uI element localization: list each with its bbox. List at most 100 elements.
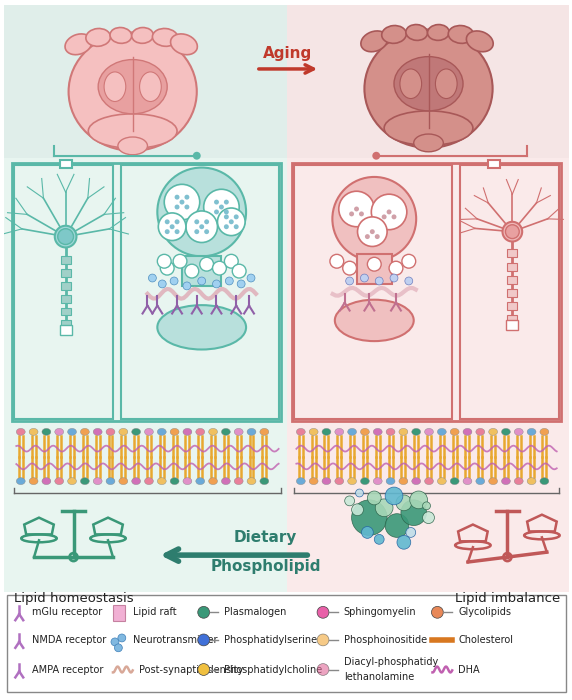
Text: Neurotransmitter: Neurotransmitter [133, 635, 217, 645]
Ellipse shape [69, 32, 197, 150]
Circle shape [317, 606, 329, 618]
Circle shape [198, 664, 209, 676]
Ellipse shape [466, 31, 493, 52]
Bar [507, 316, 517, 323]
Ellipse shape [502, 477, 510, 484]
Ellipse shape [435, 69, 457, 99]
Circle shape [111, 638, 119, 646]
Circle shape [352, 504, 363, 516]
Ellipse shape [17, 428, 25, 435]
Circle shape [343, 261, 356, 275]
Bar [61, 269, 70, 277]
Circle shape [170, 277, 178, 285]
Bar [5, 592, 569, 695]
Bar [507, 302, 517, 310]
Ellipse shape [145, 477, 153, 484]
Circle shape [401, 500, 427, 526]
Ellipse shape [65, 34, 92, 55]
Bar [287, 5, 569, 177]
Circle shape [385, 514, 409, 538]
Text: NMDA receptor: NMDA receptor [32, 635, 106, 645]
Circle shape [410, 491, 427, 509]
Ellipse shape [296, 477, 305, 484]
Ellipse shape [360, 477, 370, 484]
Ellipse shape [93, 428, 102, 435]
Bar [61, 321, 70, 328]
Circle shape [164, 184, 200, 220]
Circle shape [317, 634, 329, 646]
Ellipse shape [399, 477, 408, 484]
Text: Plasmalogen: Plasmalogen [224, 608, 287, 617]
Ellipse shape [132, 477, 141, 484]
Circle shape [359, 211, 364, 216]
Bar [287, 158, 569, 439]
Ellipse shape [360, 428, 370, 435]
Ellipse shape [106, 428, 115, 435]
Ellipse shape [145, 428, 153, 435]
Ellipse shape [209, 477, 217, 484]
Circle shape [149, 274, 156, 282]
Bar [61, 282, 70, 290]
Circle shape [506, 225, 519, 239]
Ellipse shape [247, 477, 256, 484]
Ellipse shape [55, 428, 63, 435]
Ellipse shape [382, 25, 406, 43]
Ellipse shape [55, 477, 63, 484]
Ellipse shape [364, 29, 492, 148]
Ellipse shape [42, 477, 51, 484]
Ellipse shape [399, 428, 408, 435]
Ellipse shape [427, 25, 449, 41]
Circle shape [397, 536, 411, 550]
Circle shape [219, 204, 224, 209]
Ellipse shape [157, 428, 166, 435]
Ellipse shape [394, 57, 463, 111]
Ellipse shape [119, 428, 128, 435]
Ellipse shape [17, 477, 25, 484]
Ellipse shape [157, 477, 166, 484]
Bar [5, 5, 287, 177]
Ellipse shape [309, 428, 318, 435]
Circle shape [118, 634, 126, 642]
Circle shape [214, 199, 219, 204]
Circle shape [229, 219, 234, 224]
Circle shape [374, 534, 384, 545]
Ellipse shape [29, 477, 38, 484]
Ellipse shape [119, 477, 128, 484]
Ellipse shape [386, 428, 395, 435]
Text: Diacyl-phosphatidy: Diacyl-phosphatidy [344, 657, 438, 666]
Ellipse shape [118, 137, 148, 155]
Circle shape [183, 282, 191, 290]
Circle shape [234, 214, 239, 219]
Circle shape [204, 219, 209, 224]
Ellipse shape [332, 177, 416, 261]
Circle shape [370, 229, 375, 234]
Ellipse shape [157, 305, 246, 349]
Text: Glycolipids: Glycolipids [458, 608, 511, 617]
Circle shape [185, 264, 198, 278]
Text: Cholesterol: Cholesterol [458, 635, 513, 645]
Ellipse shape [488, 428, 498, 435]
Circle shape [362, 526, 374, 538]
Circle shape [402, 254, 416, 268]
Circle shape [186, 211, 217, 242]
Ellipse shape [93, 477, 102, 484]
Ellipse shape [424, 477, 434, 484]
Circle shape [371, 194, 407, 230]
Ellipse shape [235, 428, 243, 435]
Ellipse shape [514, 428, 523, 435]
Bar [295, 164, 452, 419]
Circle shape [345, 277, 353, 285]
Ellipse shape [170, 34, 197, 55]
Text: Phosphatidylcholine: Phosphatidylcholine [224, 664, 323, 675]
Circle shape [431, 606, 443, 618]
Bar [507, 289, 517, 297]
Ellipse shape [247, 428, 256, 435]
Ellipse shape [527, 428, 536, 435]
Circle shape [345, 496, 355, 506]
Ellipse shape [260, 428, 269, 435]
Ellipse shape [476, 428, 484, 435]
Ellipse shape [81, 477, 89, 484]
Ellipse shape [209, 428, 217, 435]
Circle shape [194, 219, 199, 224]
Ellipse shape [374, 477, 382, 484]
